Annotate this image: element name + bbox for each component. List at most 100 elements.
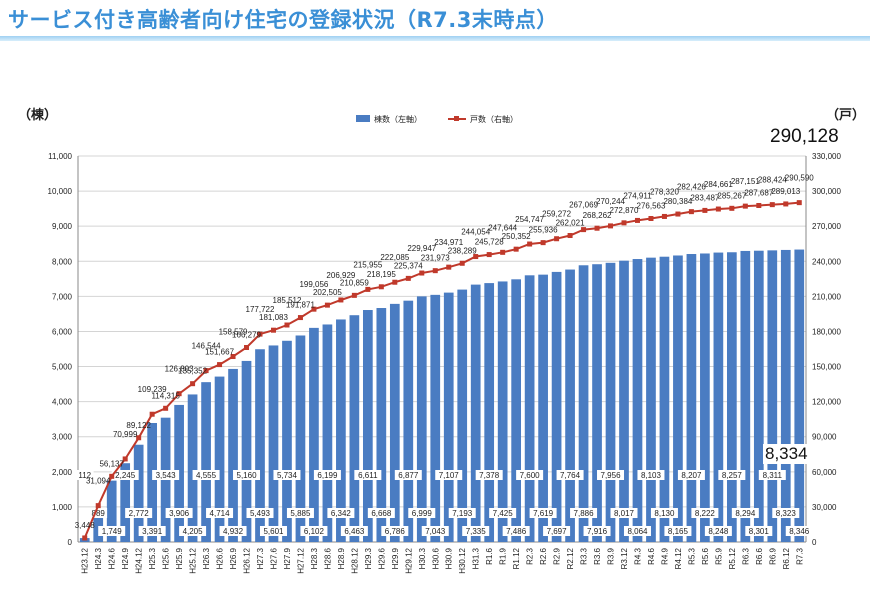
line-point <box>149 411 155 417</box>
y-left-tick-label: 9,000 <box>52 222 73 231</box>
bar-data-label: 8,311 <box>763 471 783 480</box>
line-point <box>230 354 236 360</box>
bar-data-label: 8,064 <box>627 527 648 536</box>
bar <box>389 303 400 542</box>
line-point <box>796 200 802 206</box>
line-point <box>648 216 654 222</box>
x-tick-label: R4.9 <box>660 547 669 564</box>
bar-data-label-bg <box>502 526 530 536</box>
bar <box>336 319 346 542</box>
bar <box>106 480 117 542</box>
bar <box>726 252 737 542</box>
line-data-label: 56,137 <box>99 459 124 468</box>
bar-data-label: 8,301 <box>749 527 770 536</box>
bar <box>794 249 805 542</box>
line-point <box>392 279 398 285</box>
line-point <box>324 302 330 308</box>
line-data-label: 146,544 <box>192 342 221 351</box>
buildings-final-callout: 8,334 <box>763 444 810 464</box>
bar <box>659 256 670 542</box>
x-tick-label: R5.3 <box>687 547 696 564</box>
line-point <box>122 456 128 462</box>
bar-data-label-bg <box>246 508 274 518</box>
line-data-label: 283,487 <box>690 193 719 202</box>
line-data-label: 114,315 <box>151 391 180 400</box>
line-point <box>244 345 250 351</box>
line-data-label: 222,085 <box>380 253 409 262</box>
x-tick-label: H30.3 <box>418 547 427 569</box>
x-tick-label: R1.9 <box>499 547 508 564</box>
line-point <box>284 322 290 328</box>
bar-data-label: 8,346 <box>789 527 810 536</box>
line-data-label: 158,579 <box>219 328 248 337</box>
bar-data-label: 7,916 <box>587 527 608 536</box>
x-tick-label: H28.12 <box>350 547 359 573</box>
bar <box>228 368 238 542</box>
line-data-label: 290,590 <box>785 174 814 183</box>
bar-data-label: 3,906 <box>169 509 190 518</box>
line-point <box>338 297 344 303</box>
bar <box>686 254 697 542</box>
line-data-label: 185,512 <box>273 296 302 305</box>
y-left-tick-label: 1,000 <box>52 503 73 512</box>
line-data-label: 255,936 <box>529 226 558 235</box>
line-data-label: 284,661 <box>704 180 733 189</box>
bar-data-label: 4,714 <box>210 509 231 518</box>
bar-data-label: 6,463 <box>344 527 365 536</box>
x-tick-label: H23.12 <box>81 547 90 573</box>
line-point <box>378 284 384 290</box>
line-data-label: 270,244 <box>596 197 625 206</box>
bar <box>309 327 319 542</box>
left-axis-unit: （棟） <box>18 108 58 123</box>
bar-data-label: 7,956 <box>601 471 622 480</box>
x-tick-label: R2.6 <box>539 547 548 564</box>
line-point <box>365 286 371 292</box>
bar-data-label: 2,245 <box>115 471 136 480</box>
bar-data-label: 7,335 <box>466 527 487 536</box>
x-tick-label: R4.3 <box>633 547 642 564</box>
bar <box>416 296 427 542</box>
line-data-label: 278,320 <box>650 187 679 196</box>
y-right-tick-label: 30,000 <box>812 503 837 512</box>
bar <box>376 308 387 542</box>
bar-data-label: 7,764 <box>560 471 581 480</box>
x-tick-label: H29.6 <box>377 547 386 569</box>
bar-data-label-bg <box>192 470 220 480</box>
line-point <box>473 254 479 260</box>
x-tick-label: R4.6 <box>647 547 656 564</box>
bar-data-label-bg <box>89 508 108 518</box>
bar <box>282 340 292 542</box>
bar <box>700 253 710 542</box>
line-data-label: 218,195 <box>367 270 396 279</box>
bar-data-label: 6,999 <box>412 509 433 518</box>
line-point <box>756 202 762 208</box>
line-data-label: 126,803 <box>165 365 194 374</box>
bar-data-label: 8,103 <box>641 471 662 480</box>
line-data-label: 177,722 <box>246 305 275 314</box>
bar-data-label: 8,257 <box>722 471 743 480</box>
bar-data-label-bg <box>543 526 571 536</box>
line-point <box>715 206 721 212</box>
y-right-tick-label: 120,000 <box>812 398 841 407</box>
bar-data-label: 4,932 <box>223 527 244 536</box>
line-point <box>675 211 681 217</box>
x-tick-label: H24.12 <box>135 547 144 573</box>
bar-data-label-bg <box>408 508 436 518</box>
x-tick-label: H25.12 <box>189 547 198 573</box>
bar-data-label-bg <box>597 470 625 480</box>
x-tick-label: H28.3 <box>310 547 319 569</box>
line-point <box>270 327 276 333</box>
legend-label-bar: 棟数（左軸） <box>374 114 422 124</box>
legend-label-line: 戸数（右軸） <box>470 114 518 124</box>
bar <box>255 349 265 542</box>
bar-data-label-bg <box>381 526 409 536</box>
line-point <box>500 249 506 255</box>
bar-data-label: 7,043 <box>425 527 446 536</box>
line-data-label: 288,424 <box>758 176 787 185</box>
line-point <box>446 264 452 270</box>
bar-data-label-bg <box>758 470 786 480</box>
line-data-label: 259,272 <box>542 210 571 219</box>
x-tick-label: H25.9 <box>175 547 184 569</box>
y-left-tick-label: 6,000 <box>52 327 73 336</box>
